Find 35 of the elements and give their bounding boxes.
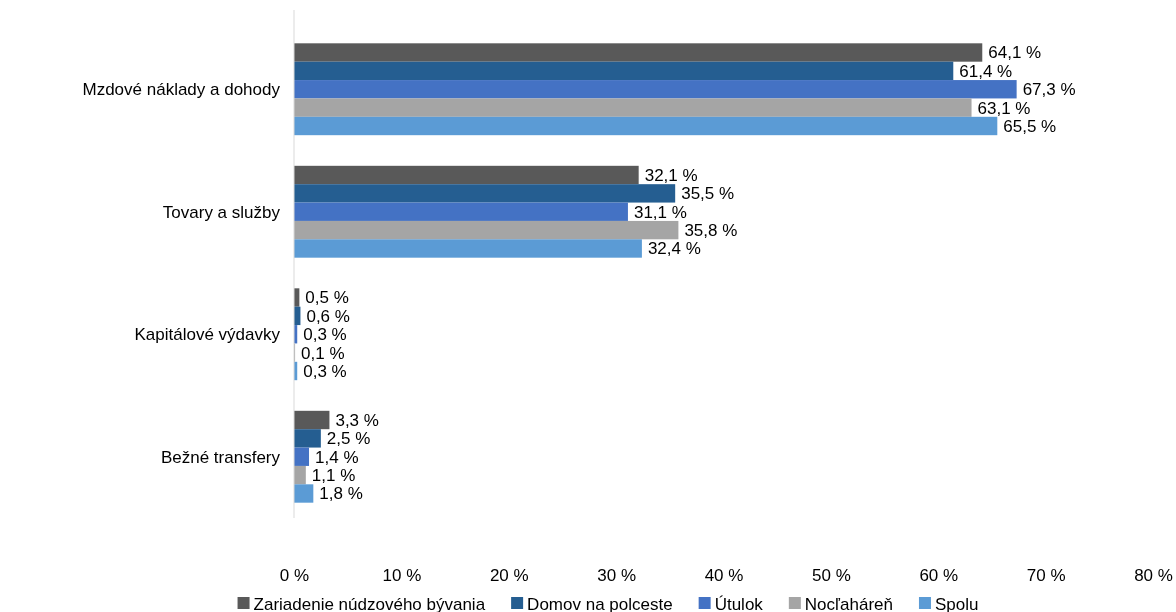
data-label: 32,1 % [644,165,698,185]
data-label: 31,1 % [633,202,687,222]
data-label: 35,5 % [681,184,735,204]
data-label: 32,4 % [647,239,701,259]
y-tick-label: Mzdové náklady a dohody [82,80,281,100]
data-label: 1,8 % [319,484,363,504]
data-label: 1,1 % [311,466,356,486]
y-tick-label: Tovary a služby [162,202,281,222]
x-tick-label: 20 % [489,566,529,586]
data-label: 0,1 % [301,343,345,363]
data-label: 35,8 % [684,221,738,241]
data-label: 1,4 % [315,447,359,467]
data-label: 2,5 % [326,429,371,449]
x-tick-label: 30 % [597,566,636,586]
data-label: 67,3 % [1022,80,1076,100]
x-tick-label: 0 % [279,566,310,586]
data-label: 3,3 % [335,410,379,430]
data-label: 65,5 % [1003,116,1057,136]
data-label: 0,3 % [303,325,347,345]
x-tick-label: 70 % [1026,566,1066,586]
data-label: 0,5 % [305,288,349,308]
x-tick-label: 80 % [1134,566,1173,586]
legend-label: Nocľaháreň [804,594,893,612]
y-tick-label: Bežné transfery [160,447,281,467]
data-label: 63,1 % [977,98,1031,118]
data-label: 0,3 % [303,361,347,381]
x-tick-label: 50 % [812,566,851,586]
x-tick-label: 10 % [382,566,422,586]
x-tick-label: 40 % [704,566,744,586]
data-label: 61,4 % [959,61,1013,81]
legend-label: Útulok [714,594,764,612]
data-label: 64,1 % [988,43,1042,63]
x-tick-label: 60 % [919,566,959,586]
data-label: 0,6 % [306,306,350,326]
y-tick-label: Kapitálové výdavky [134,325,281,345]
